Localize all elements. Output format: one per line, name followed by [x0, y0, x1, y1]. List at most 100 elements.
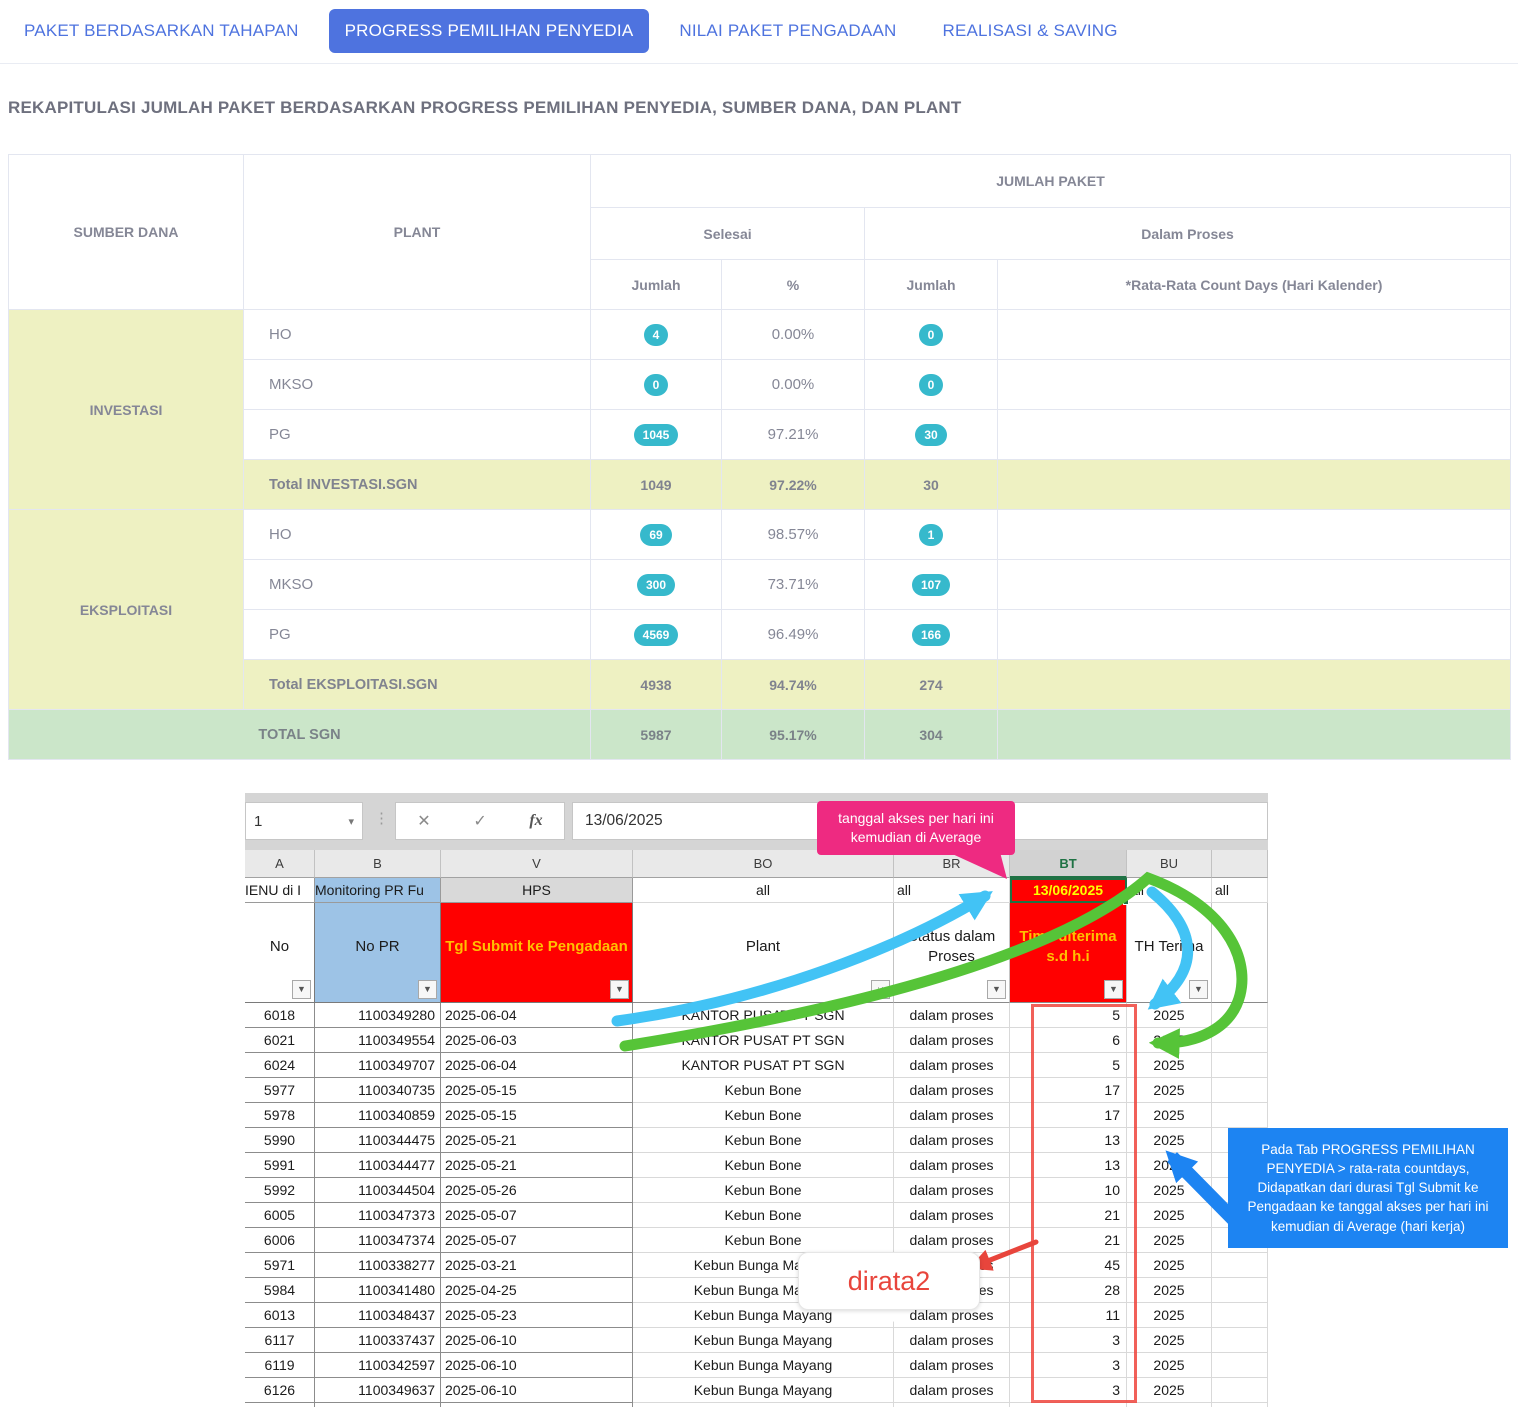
excel-cell: 2025 — [1127, 1053, 1212, 1078]
excel-cell: 2025-06-10 — [441, 1378, 633, 1403]
rata-cell — [996, 359, 1512, 410]
selected-cell-value: 13/06/2025 — [1032, 882, 1104, 898]
total-selesai: 4938 — [590, 659, 722, 710]
excel-toolbar: 1 ▾ ⋮ ✕ ✓ fx 13/06/2025 — [245, 793, 1268, 850]
excel-cell: Kebun Bunga Mayang — [633, 1328, 894, 1353]
plant-cell: HO — [243, 309, 591, 360]
excel-cell: dalam proses — [894, 1328, 1010, 1353]
name-box-value: 1 — [254, 812, 263, 830]
tab-nilai-paket-pengadaan[interactable]: NILAI PAKET PENGADAAN — [663, 9, 912, 53]
excel-cell: 45 — [1010, 1253, 1127, 1278]
excel-header-time-diterima: Time diterima s.d h.i ▼ — [1010, 903, 1127, 1003]
total-row-eksploitasi: Total EKSPLOITASI.SGN 4938 94.74% 274 — [9, 659, 1512, 710]
excel-cell: 5984 — [245, 1278, 315, 1303]
excel-cell — [1212, 1028, 1268, 1053]
red-highlight-rectangle — [1031, 1004, 1137, 1403]
excel-cell: 5978 — [245, 1103, 315, 1128]
excel-cell: dalam proses — [894, 1053, 1010, 1078]
excel-cell — [1212, 1403, 1268, 1407]
plant-cell: MKSO — [243, 559, 591, 610]
plant-cell: PG — [243, 609, 591, 660]
group-eksploitasi: EKSPLOITASI — [8, 509, 244, 710]
column-letter: A — [245, 850, 315, 878]
excel-cell: 2025 — [1127, 1078, 1212, 1103]
excel-cell: 1100347373 — [315, 1203, 441, 1228]
excel-cell: 11 — [1010, 1303, 1127, 1328]
rata-cell — [996, 559, 1512, 610]
excel-cell: 2025-06-04 — [441, 1053, 633, 1078]
excel-cell: 2025-06-03 — [441, 1028, 633, 1053]
count-badge: 4569 — [633, 623, 679, 646]
excel-cell: Kebun Bone — [633, 1078, 894, 1103]
excel-cell: Kebun Bunga Mayang — [633, 1378, 894, 1403]
total-proses: 30 — [864, 459, 998, 510]
count-badge: 166 — [911, 623, 951, 646]
excel-cell: 2025 — [1127, 1203, 1212, 1228]
grand-total-row: TOTAL SGN 5987 95.17% 304 — [8, 709, 1512, 760]
excel-cell: 6005 — [245, 1203, 315, 1228]
table-row: EKSPLOITASI HO 69 98.57% 1 — [8, 509, 1512, 710]
total-selesai: 1049 — [590, 459, 722, 510]
recap-table: SUMBER DANA PLANT JUMLAH PAKET Selesai D… — [8, 154, 1512, 760]
excel-cell: 1100340735 — [315, 1078, 441, 1103]
pct-cell: 98.57% — [721, 509, 865, 560]
excel-cell — [1212, 1003, 1268, 1028]
tab-paket-berdasarkan-tahapan[interactable]: PAKET BERDASARKAN TAHAPAN — [8, 9, 315, 53]
total-proses: 274 — [864, 659, 998, 710]
total-label: Total EKSPLOITASI.SGN — [243, 659, 591, 710]
excel-cell: 1100349280 — [315, 1003, 441, 1028]
excel-cell — [1212, 1053, 1268, 1078]
header-plant: PLANT — [243, 154, 591, 310]
column-letter-selected: BT — [1010, 850, 1127, 878]
excel-cell: 1100349707 — [315, 1053, 441, 1078]
excel-cell: 2025-06-10 — [441, 1328, 633, 1353]
excel-cell: dalam proses — [894, 1153, 1010, 1178]
excel-cell: 2025 — [1127, 1153, 1212, 1178]
excel-cell: 6117 — [245, 1328, 315, 1353]
count-badge: 4 — [643, 323, 669, 346]
pct-cell: 0.00% — [721, 359, 865, 410]
excel-selected-cell: 13/06/2025 — [1010, 878, 1129, 905]
excel-cell: 2025-06-04 — [441, 1003, 633, 1028]
plant-cell: PG — [243, 409, 591, 460]
excel-cell: 1100337437 — [315, 1328, 441, 1353]
dirata2-label: dirata2 — [798, 1252, 980, 1310]
column-letter: BU — [1127, 850, 1212, 878]
excel-cell: 5991 — [245, 1153, 315, 1178]
excel-header-row: No ▼ No PR ▼ Tgl Submit ke Pengadaan ▼ P… — [245, 903, 1268, 1003]
excel-cell — [1212, 1303, 1268, 1328]
excel-cell: 13 — [1010, 1153, 1127, 1178]
excel-cell — [245, 1403, 315, 1407]
header-label: Status dalam Proses — [907, 928, 996, 965]
excel-cell: 1100340859 — [315, 1103, 441, 1128]
excel-cell: 10 — [1010, 1178, 1127, 1203]
excel-header-no: No ▼ — [245, 903, 315, 1003]
excel-row: 6024 1100349707 2025-06-04 KANTOR PUSAT PT … — [245, 1053, 1268, 1078]
excel-row: 5971 1100338277 2025-03-21 Kebun Bunga Maya… — [245, 1253, 1268, 1278]
excel-cell — [633, 1403, 894, 1407]
filter-dropdown-icon: ▼ — [987, 980, 1006, 999]
excel-header-th-terima: TH Terima ▼ — [1127, 903, 1212, 1003]
excel-cell: 6024 — [245, 1053, 315, 1078]
excel-cell — [1212, 1078, 1268, 1103]
grand-total-proses: 304 — [864, 709, 998, 760]
excel-cell — [1212, 1278, 1268, 1303]
tab-realisasi-saving[interactable]: REALISASI & SAVING — [926, 9, 1133, 53]
excel-header-filler — [1212, 903, 1268, 1003]
page-title: REKAPITULASI JUMLAH PAKET BERDASARKAN PR… — [8, 98, 962, 117]
excel-cell: 3 — [1010, 1328, 1127, 1353]
total-pct: 94.74% — [721, 659, 865, 710]
tab-progress-pemilihan-penyedia[interactable]: PROGRESS PEMILIHAN PENYEDIA — [328, 9, 650, 53]
excel-cell: 3 — [1010, 1353, 1127, 1378]
count-badge: 300 — [636, 573, 676, 596]
header-label: No PR — [355, 937, 400, 955]
excel-cell: 1100344477 — [315, 1153, 441, 1178]
excel-cell: 6013 — [245, 1303, 315, 1328]
excel-cell: 2025-04-25 — [441, 1278, 633, 1303]
blue-callout: Pada Tab PROGRESS PEMILIHAN PENYEDIA > r… — [1228, 1128, 1508, 1248]
pct-cell: 96.49% — [721, 609, 865, 660]
excel-data-rows: 6018 1100349280 2025-06-04 KANTOR PUSAT PT … — [245, 1003, 1268, 1403]
header-jumlah-proses: Jumlah — [864, 259, 998, 310]
excel-header-no-pr: No PR ▼ — [315, 903, 441, 1003]
excel-cell — [1212, 1253, 1268, 1278]
